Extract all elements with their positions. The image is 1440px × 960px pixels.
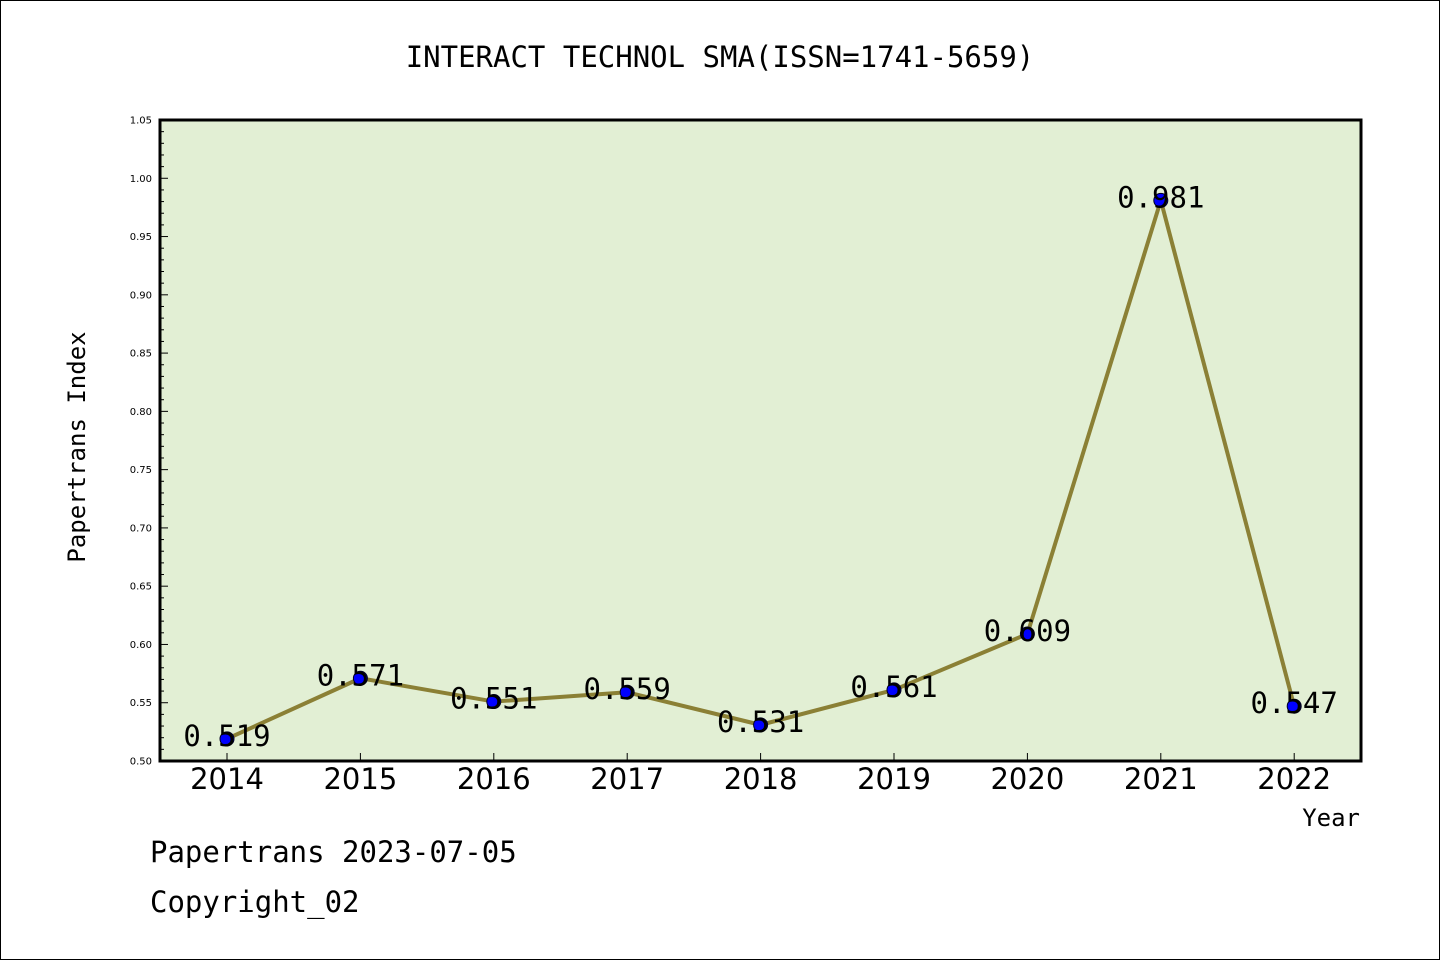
data-label: 0.547 [1251,686,1338,720]
data-point [1019,626,1035,642]
data-point [1286,698,1302,714]
data-label: 0.559 [584,672,671,706]
y-tick-label: 0.85 [130,349,152,360]
data-point [219,731,235,747]
footer-copyright: Copyright_02 [150,885,360,919]
y-tick-label: 0.90 [130,290,152,301]
data-label: 0.609 [984,614,1071,648]
x-tick-label: 2018 [724,762,798,796]
y-tick-label: 1.05 [130,116,152,127]
y-tick-label: 0.60 [130,640,152,651]
data-label: 0.531 [717,705,804,739]
data-point [352,670,368,686]
data-label: 0.981 [1117,180,1204,214]
x-tick-label: 2017 [590,762,664,796]
data-label: 0.519 [183,719,270,753]
y-tick-label: 0.65 [130,582,152,593]
y-tick-label: 0.50 [130,757,152,768]
y-axis-label: Papertrans Index [63,331,91,562]
footer-date: Papertrans 2023-07-05 [150,835,517,869]
data-point [486,694,502,710]
y-tick-label: 0.95 [130,232,152,243]
y-tick-label: 0.80 [130,407,152,418]
plot-border [158,118,1363,763]
x-tick-label: 2021 [1124,762,1198,796]
data-label: 0.551 [450,682,537,716]
series-layer: 0.519 0.571 0.551 0.559 0.531 0.561 0.609 0.981… [183,180,1338,752]
x-tick-label: 2019 [857,762,931,796]
chart-title: INTERACT TECHNOL SMA(ISSN=1741-5659) [406,40,1035,74]
x-axis-label: Year [1302,804,1360,832]
data-label: 0.561 [850,670,937,704]
x-tick-label: 2015 [323,762,397,796]
plot-area [160,120,1361,761]
x-tick-label: 2014 [190,762,264,796]
x-tick-label: 2016 [457,762,531,796]
data-point [1153,192,1169,208]
x-tick-label: 2020 [990,762,1064,796]
y-tick-label: 0.55 [130,698,152,709]
y-tick-label: 1.00 [130,174,152,185]
y-tick-label: 0.70 [130,523,152,534]
data-label: 0.571 [317,658,404,692]
data-point [886,682,902,698]
data-point [619,684,635,700]
y-tick-label: 0.75 [130,465,152,476]
x-axis: 2014 2015 2016 2017 2018 2019 2020 2021 2022 [190,753,1331,796]
data-point [753,717,769,733]
x-tick-label: 2022 [1257,762,1331,796]
